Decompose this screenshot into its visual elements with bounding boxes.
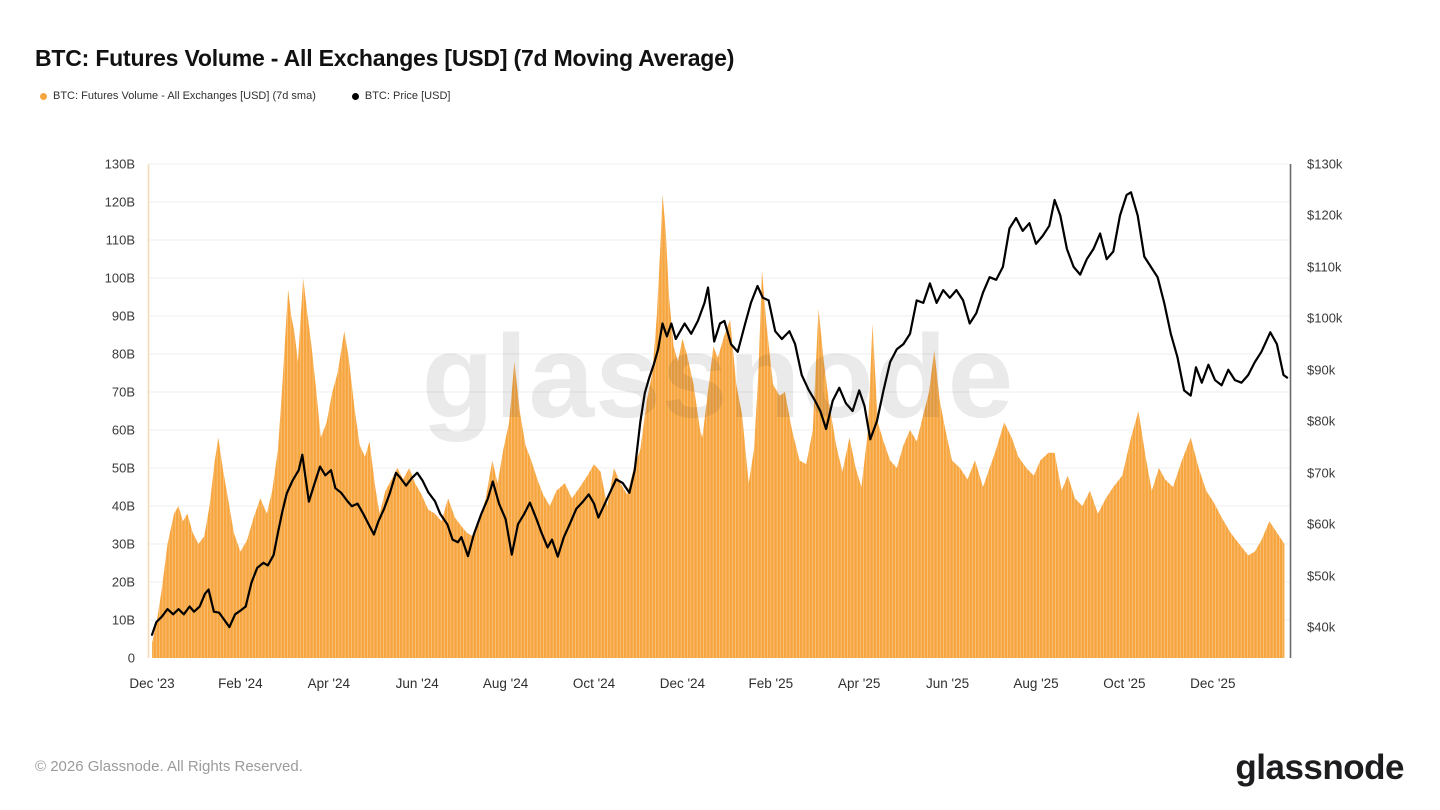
x-axis-tick-Oct-'24: Oct '24 — [572, 676, 616, 691]
left-axis-tick-110B: 110B — [105, 232, 135, 248]
left-axis-tick-70B: 70B — [111, 384, 135, 400]
glassnode-logo: glassnode — [1235, 748, 1404, 787]
futures-volume-area-series[interactable] — [152, 194, 1285, 658]
left-axis-tick-130B: 130B — [104, 156, 135, 172]
left-axis-tick-100B: 100B — [104, 270, 135, 286]
x-axis-tick-Aug-'24: Aug '24 — [482, 676, 529, 691]
left-axis-tick-40B: 40B — [111, 498, 135, 514]
volume-series-dot-icon — [40, 92, 47, 100]
btc-price-line-series[interactable] — [150, 191, 1289, 636]
left-axis-tick-0: 0 — [127, 650, 135, 666]
left-axis-tick-50B: 50B — [111, 460, 135, 476]
left-axis-tick-80B: 80B — [111, 346, 135, 362]
x-axis-tick-Feb-'25: Feb '25 — [748, 676, 794, 691]
right-axis-tick-$130k: $130k — [1307, 156, 1343, 172]
legend-item-price[interactable]: BTC: Price [USD] — [351, 90, 451, 102]
right-axis-tick-$60k: $60k — [1307, 516, 1336, 532]
x-axis-tick-Oct-'25: Oct '25 — [1103, 676, 1146, 691]
x-axis-tick-Apr-'25: Apr '25 — [838, 676, 881, 691]
right-axis-tick-$50k: $50k — [1307, 568, 1336, 584]
left-axis-tick-10B: 10B — [111, 612, 135, 628]
chart-legend: BTC: Futures Volume - All Exchanges [USD… — [40, 90, 450, 102]
right-axis-tick-$80k: $80k — [1307, 413, 1336, 429]
copyright-text: © 2026 Glassnode. All Rights Reserved. — [35, 758, 303, 775]
legend-label-futures-volume: BTC: Futures Volume - All Exchanges [USD… — [53, 90, 316, 102]
left-axis-tick-30B: 30B — [111, 536, 135, 552]
x-axis-tick-Dec-'25: Dec '25 — [1190, 676, 1236, 691]
x-axis-tick-Aug-'25: Aug '25 — [1013, 676, 1059, 691]
left-axis-tick-60B: 60B — [111, 422, 135, 438]
legend-item-futures-volume[interactable]: BTC: Futures Volume - All Exchanges [USD… — [40, 90, 316, 102]
legend-label-price: BTC: Price [USD] — [364, 90, 451, 102]
left-axis-tick-90B: 90B — [111, 308, 135, 324]
right-axis-tick-$120k: $120k — [1307, 207, 1343, 223]
right-axis-tick-$100k: $100k — [1307, 310, 1343, 326]
x-axis-tick-Jun-'25: Jun '25 — [926, 676, 970, 691]
right-axis-tick-$40k: $40k — [1307, 619, 1336, 635]
x-axis-tick-Feb-'24: Feb '24 — [218, 676, 263, 691]
x-axis-tick-Dec-'23: Dec '23 — [129, 676, 175, 691]
x-axis-tick-Dec-'24: Dec '24 — [659, 676, 706, 691]
x-axis-tick-Jun-'24: Jun '24 — [395, 676, 439, 691]
right-axis-tick-$70k: $70k — [1307, 465, 1336, 481]
x-axis-tick-Apr-'24: Apr '24 — [307, 676, 350, 691]
page-title: BTC: Futures Volume - All Exchanges [USD… — [35, 45, 735, 72]
left-axis-tick-120B: 120B — [104, 194, 135, 210]
right-axis-tick-$110k: $110k — [1307, 259, 1342, 275]
right-axis-tick-$90k: $90k — [1307, 362, 1336, 378]
price-series-dot-icon — [351, 92, 359, 100]
left-axis-tick-20B: 20B — [111, 574, 135, 590]
